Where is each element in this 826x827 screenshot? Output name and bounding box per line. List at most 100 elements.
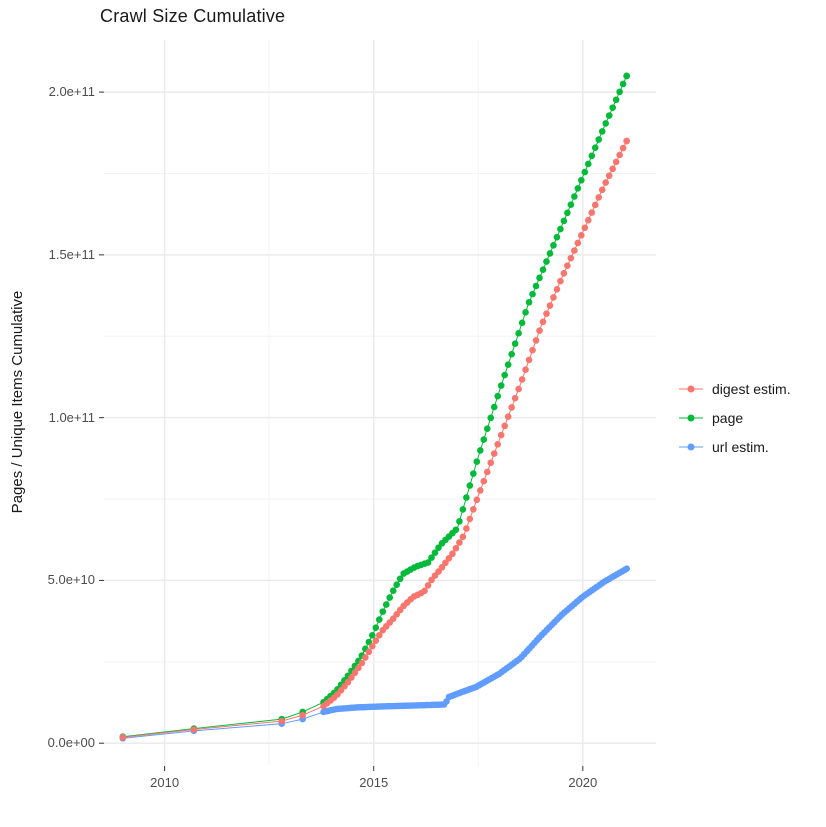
data-point (431, 549, 439, 556)
data-point (553, 285, 561, 293)
data-point (355, 664, 362, 672)
data-point (539, 266, 547, 274)
data-point (623, 137, 631, 145)
data-point (546, 302, 554, 309)
data-point (459, 533, 467, 541)
data-point (619, 144, 627, 152)
data-point (348, 674, 355, 681)
data-point (473, 496, 481, 504)
data-point (623, 565, 631, 573)
x-tick-label: 2015 (359, 775, 389, 790)
data-point (470, 470, 477, 477)
x-tick-label: 2020 (568, 775, 598, 790)
data-point (396, 575, 404, 583)
data-point (550, 294, 557, 301)
data-point (487, 459, 495, 467)
data-point (494, 441, 502, 448)
data-point (504, 361, 512, 368)
data-point (602, 179, 610, 186)
data-point (358, 659, 366, 667)
y-tick-label: 1.0e+11 (48, 409, 95, 425)
data-point (508, 404, 515, 411)
data-point (598, 186, 606, 194)
legend-key-icon (679, 414, 703, 422)
data-point (470, 506, 477, 513)
data-point (375, 631, 383, 639)
y-tick-label: 0.0e+00 (47, 735, 95, 751)
data-point (515, 385, 522, 393)
data-point (543, 310, 550, 317)
legend-label: digest estim. (712, 381, 791, 397)
data-point (483, 468, 491, 476)
data-point (550, 242, 557, 249)
y-tick-label: 2.0e+11 (48, 84, 95, 100)
data-point (119, 734, 127, 741)
data-point (466, 482, 474, 489)
legend-item: page (678, 408, 791, 428)
data-point (424, 582, 432, 589)
data-point (497, 382, 505, 389)
data-point (494, 392, 502, 400)
data-point (459, 506, 467, 513)
data-point (483, 425, 491, 433)
data-point (557, 225, 564, 233)
data-point (543, 258, 550, 265)
data-point (375, 616, 383, 623)
data-point (382, 601, 390, 608)
series-line-url-estim- (122, 568, 627, 739)
data-point (598, 128, 606, 135)
data-point (463, 494, 470, 501)
legend-label: url estim. (712, 439, 769, 455)
data-point (466, 515, 474, 523)
legend-item: digest estim. (678, 379, 791, 399)
data-point (536, 274, 543, 282)
data-point (365, 648, 373, 656)
data-point (473, 458, 481, 466)
data-point (553, 233, 561, 241)
legend-key-icon (679, 385, 703, 393)
data-point (623, 72, 631, 80)
data-point (609, 104, 616, 111)
data-point (456, 539, 463, 546)
data-point (511, 394, 519, 402)
data-point (369, 631, 376, 639)
data-point (557, 277, 564, 285)
data-point (532, 282, 540, 290)
data-point (438, 563, 446, 571)
data-point (362, 654, 369, 661)
data-point (529, 290, 536, 298)
data-point (480, 436, 488, 443)
data-point (424, 559, 432, 566)
data-point (480, 477, 488, 485)
data-point (602, 120, 610, 127)
data-point (389, 587, 397, 594)
data-point (278, 717, 286, 725)
data-point (567, 201, 575, 208)
data-point (609, 165, 616, 173)
data-point (445, 554, 453, 562)
data-point (578, 232, 585, 239)
data-point (574, 185, 582, 192)
data-point (564, 209, 571, 217)
data-point (591, 201, 599, 209)
data-point (421, 587, 428, 595)
data-point (501, 371, 508, 379)
data-point (372, 624, 380, 631)
legend-item: url estim. (678, 437, 791, 457)
data-point (525, 356, 533, 364)
data-point (581, 168, 589, 176)
data-point (591, 144, 599, 151)
data-point (490, 450, 498, 457)
data-point (616, 151, 623, 159)
data-point (490, 403, 498, 411)
legend: digest estim. page url estim. (678, 379, 791, 457)
data-point (595, 136, 603, 143)
data-point (588, 152, 596, 160)
data-point (487, 414, 495, 422)
data-point (504, 413, 512, 420)
data-point (449, 550, 456, 558)
data-point (511, 340, 519, 347)
data-point (560, 217, 568, 225)
